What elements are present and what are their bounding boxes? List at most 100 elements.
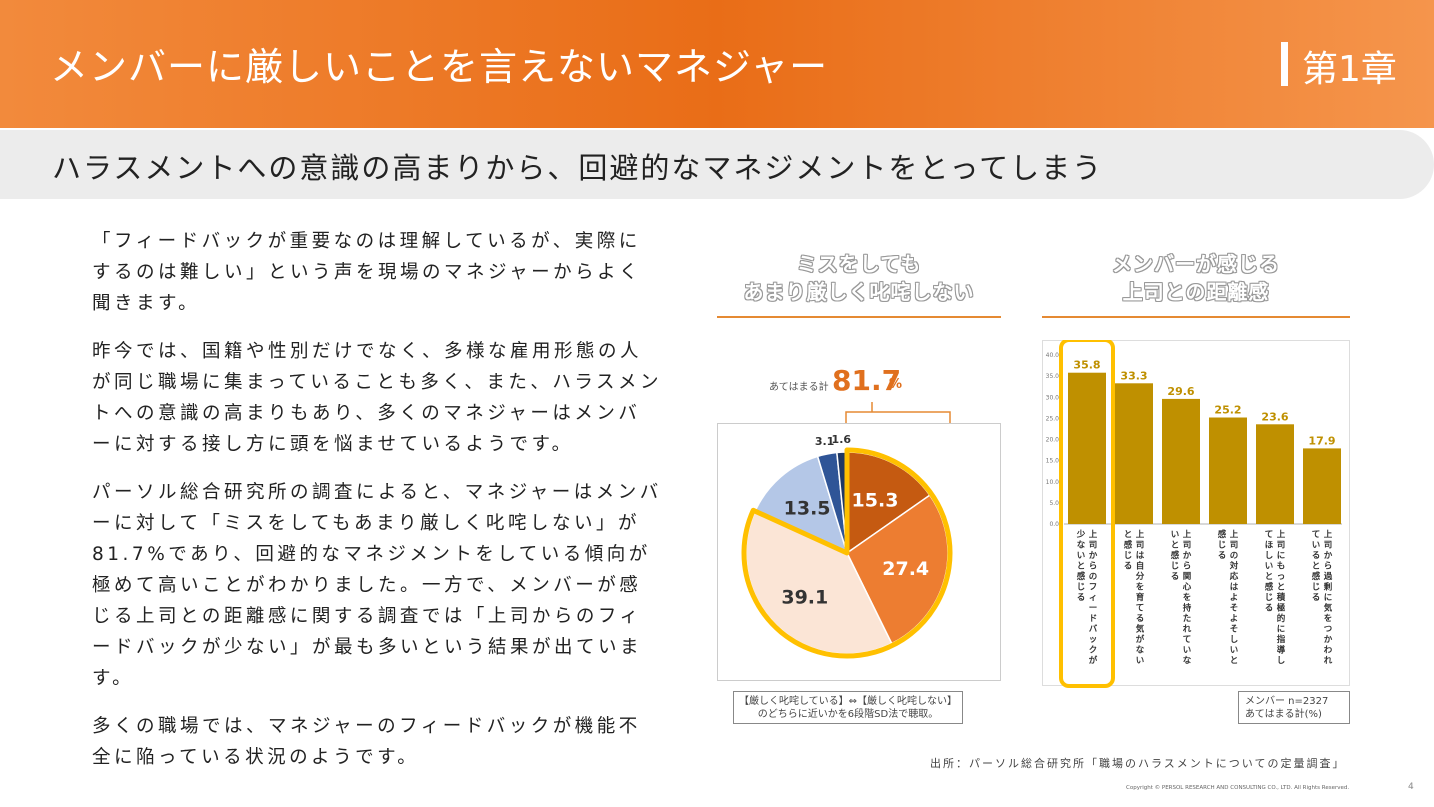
chapter-label: 第1章: [1302, 49, 1397, 90]
svg-text:ら: ら: [1183, 562, 1192, 572]
svg-text:関: 関: [1183, 571, 1192, 582]
svg-text:そ: そ: [1230, 625, 1239, 635]
pie-slice-label: 13.5: [784, 497, 831, 519]
svg-text:と: と: [1265, 572, 1274, 582]
paragraph: パーソル総合研究所の調査によると、マネジャーはメンバーに対して「ミスをしてもあま…: [92, 482, 662, 689]
svg-text:司: 司: [1324, 541, 1333, 551]
svg-text:わ: わ: [1324, 646, 1333, 656]
svg-text:感: 感: [1218, 529, 1227, 540]
svg-text:ッ: ッ: [1089, 635, 1098, 645]
pie-chart-frame: [717, 423, 1001, 681]
bar-title-line2: 上司との距離感: [1122, 280, 1270, 304]
svg-text:に: に: [1324, 593, 1333, 603]
svg-text:育: 育: [1136, 592, 1145, 603]
pie-title-line1: ミスをしても: [796, 252, 922, 276]
bar-chart-title: メンバーが感じる 上司との距離感: [1042, 250, 1350, 306]
svg-text:は: は: [1136, 551, 1145, 561]
svg-text:少: 少: [1076, 529, 1086, 540]
page-title: メンバーに厳しいことを言えないマネジャー: [50, 45, 829, 89]
svg-text:て: て: [1136, 604, 1145, 614]
bar: [1068, 372, 1106, 524]
svg-text:じ: じ: [1124, 551, 1133, 561]
y-tick-label: 15.0: [1046, 458, 1060, 465]
svg-text:て: て: [1183, 635, 1192, 645]
svg-text:て: て: [1312, 530, 1321, 540]
svg-text:い: い: [1265, 562, 1274, 572]
svg-text:分: 分: [1136, 571, 1145, 582]
svg-text:的: 的: [1277, 613, 1286, 624]
body-text: 「フィードバックが重要なのは理解しているが、実際にするのは難しい」という声を現場…: [92, 226, 662, 790]
svg-text:司: 司: [1089, 541, 1098, 551]
pie-slice-label: 27.4: [882, 558, 929, 580]
svg-text:自: 自: [1136, 561, 1145, 572]
svg-text:る: る: [1265, 604, 1274, 614]
svg-text:る: る: [1218, 551, 1227, 561]
copyright: Copyright © PERSOL RESEARCH AND CONSULTI…: [1126, 785, 1350, 791]
svg-text:ィ: ィ: [1089, 593, 1098, 603]
svg-text:フ: フ: [1089, 583, 1098, 593]
svg-text:る: る: [1077, 593, 1086, 603]
y-tick-label: 0.0: [1049, 521, 1059, 528]
svg-text:感: 感: [1124, 540, 1133, 551]
pie-total-bracket: [845, 402, 951, 424]
bar: [1256, 424, 1294, 524]
svg-text:感: 感: [1265, 582, 1274, 593]
svg-text:る: る: [1312, 593, 1321, 603]
bar-value-label: 25.2: [1214, 404, 1241, 417]
svg-text:の: の: [1089, 572, 1098, 582]
pie-note-line1: 【厳しく叱咤している】⇔【厳しく叱咤しない】: [738, 696, 958, 707]
pie-note: 【厳しく叱咤している】⇔【厳しく叱咤しない】 のどちらに近いかを6段階SD法で聴…: [733, 691, 963, 724]
bar-value-label: 23.6: [1261, 410, 1288, 423]
bar-note: メンバー n=2327 あてはまる計(%): [1238, 691, 1350, 724]
bar-value-label: 17.9: [1308, 434, 1335, 447]
svg-text:る: る: [1136, 614, 1145, 624]
svg-text:過: 過: [1323, 571, 1333, 582]
svg-text:な: な: [1183, 656, 1192, 666]
pie-highlight-outline: [741, 447, 953, 659]
svg-text:感: 感: [1312, 571, 1321, 582]
source-citation: 出所：パーソル総合研究所「職場のハラスメントについての定量調査」: [930, 757, 1346, 770]
svg-text:を: を: [1324, 614, 1333, 624]
svg-text:い: い: [1077, 551, 1086, 561]
pie-total-label: あてはまる計: [769, 382, 829, 393]
pie-note-line2: のどちらに近いかを6段階SD法で聴取。: [757, 709, 939, 720]
svg-text:司: 司: [1277, 541, 1286, 551]
y-tick-label: 30.0: [1046, 394, 1060, 401]
svg-text:を: を: [1183, 593, 1192, 603]
svg-text:じ: じ: [1265, 593, 1274, 603]
svg-text:て: て: [1265, 530, 1274, 540]
pie-slice-label: 15.3: [852, 489, 899, 511]
svg-text:応: 応: [1229, 571, 1239, 582]
svg-text:よ: よ: [1230, 593, 1239, 603]
svg-text:も: も: [1277, 562, 1286, 572]
svg-text:司: 司: [1183, 541, 1192, 551]
svg-text:上: 上: [1324, 529, 1333, 540]
svg-text:感: 感: [1171, 550, 1180, 561]
paragraph: 昨今では、国籍や性別だけでなく、多様な雇用形態の人が同じ職場に集まっていることも…: [92, 341, 662, 455]
svg-text:ほ: ほ: [1265, 541, 1274, 551]
svg-text:じ: じ: [1312, 583, 1321, 593]
svg-text:が: が: [1089, 655, 1098, 666]
svg-text:そ: そ: [1230, 604, 1239, 614]
svg-text:上: 上: [1277, 529, 1286, 540]
pie-slice-label: 3.1: [815, 435, 835, 448]
y-tick-label: 10.0: [1046, 479, 1060, 486]
svg-text:上: 上: [1230, 529, 1239, 540]
bar: [1303, 448, 1341, 524]
svg-text:じ: じ: [1218, 541, 1227, 551]
svg-text:と: と: [1171, 541, 1180, 551]
svg-text:を: を: [1136, 583, 1145, 593]
bar: [1162, 398, 1200, 524]
svg-text:ド: ド: [1089, 614, 1098, 624]
svg-text:か: か: [1183, 551, 1192, 561]
svg-text:つ: つ: [1324, 625, 1333, 635]
y-tick-label: 20.0: [1046, 437, 1060, 444]
svg-text:ク: ク: [1089, 645, 1098, 656]
bar-value-label: 29.6: [1167, 385, 1194, 398]
svg-text:指: 指: [1277, 634, 1286, 645]
svg-text:ら: ら: [1089, 562, 1098, 572]
svg-text:し: し: [1265, 551, 1274, 561]
